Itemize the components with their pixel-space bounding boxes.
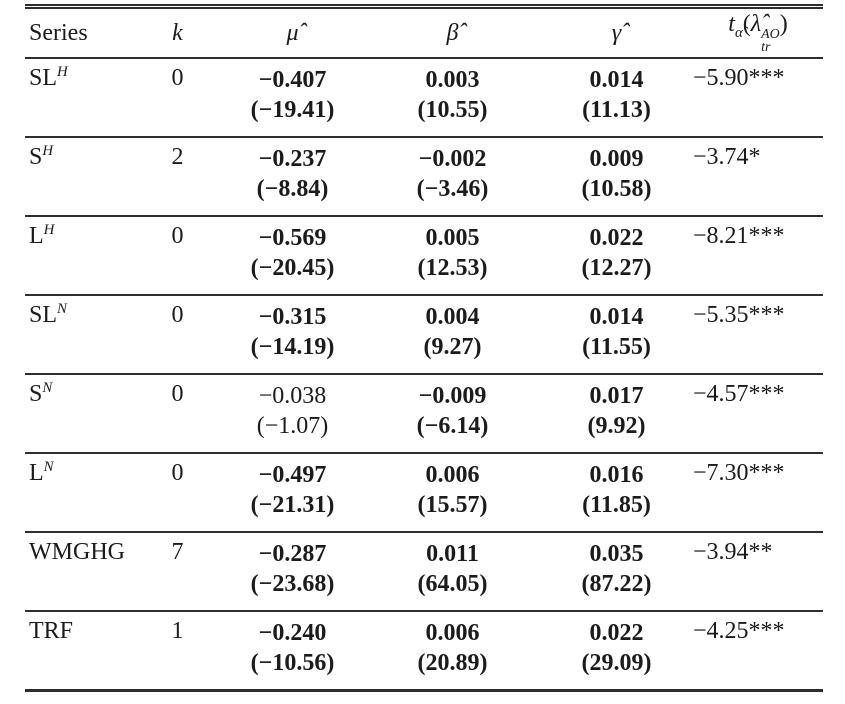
- table-row-sn: SN 0 −0.038 (−1.07) −0.009 (−6.14) 0.017 (9…: [25, 374, 823, 453]
- table-body: SLH 0 −0.407 (−19.41) 0.003 (10.55) 0.014(…: [25, 58, 823, 691]
- beta-cell: 0.005 (12.53): [417, 225, 488, 281]
- k-cell: 0: [171, 302, 184, 328]
- mu-cell: −0.240 (−10.56): [250, 620, 335, 676]
- beta-cell: −0.002 (−3.46): [416, 146, 489, 202]
- series-cell: WMGHG: [29, 539, 125, 565]
- mu-cell: −0.315 (−14.19): [250, 304, 335, 360]
- series-cell: SLH: [29, 64, 68, 91]
- gamma-cell: 0.017 (9.92): [587, 383, 646, 439]
- series-cell: SH: [29, 143, 54, 170]
- table-row-sln: SLN 0 −0.315 (−14.19) 0.004 (9.27) 0.014 (1…: [25, 295, 823, 374]
- t-lambda-cell: −8.21***: [693, 223, 785, 249]
- gamma-cell: 0.035 (87.22): [581, 541, 652, 597]
- table-row-wmghg: WMGHG 7 −0.287 (−23.68) 0.011 (64.05) 0.03…: [25, 532, 823, 611]
- mu-cell: −0.569 (−20.45): [250, 225, 335, 281]
- beta-cell: 0.011 (64.05): [417, 541, 488, 597]
- beta-cell: 0.004 (9.27): [423, 304, 482, 360]
- t-lambda-cell: −7.30***: [693, 460, 785, 486]
- beta-cell: −0.009 (−6.14): [416, 383, 489, 439]
- table-row-lh: LH 0 −0.569 (−20.45) 0.005 (12.53) 0.022 (1…: [25, 216, 823, 295]
- series-cell: LN: [29, 459, 54, 486]
- regression-results-table: Series k μ̂ β̂ γ̂ tα̂(λ̂ AO tr) SLH 0 −0.4…: [25, 4, 823, 692]
- t-lambda-cell: −4.57***: [693, 381, 785, 407]
- col-header-gamma: γ̂: [611, 19, 622, 46]
- table-row-trf: TRF 1 −0.240 (−10.56) 0.006 (20.89) 0.022(…: [25, 611, 823, 691]
- beta-cell: 0.006 (15.57): [417, 462, 488, 518]
- mu-cell: −0.237 (−8.84): [256, 146, 329, 202]
- k-cell: 0: [171, 460, 184, 486]
- col-header-mu: μ̂: [286, 19, 299, 46]
- series-cell: LH: [29, 222, 55, 249]
- k-cell: 2: [171, 144, 184, 170]
- k-cell: 1: [171, 618, 184, 644]
- series-cell: SN: [29, 380, 53, 407]
- table-row-slh: SLH 0 −0.407 (−19.41) 0.003 (10.55) 0.014(…: [25, 58, 823, 137]
- t-lambda-cell: −4.25***: [693, 618, 785, 644]
- header-row: Series k μ̂ β̂ γ̂ tα̂(λ̂ AO tr): [25, 7, 823, 58]
- gamma-cell: 0.022 (12.27): [581, 225, 652, 281]
- col-header-beta: β̂: [446, 19, 459, 46]
- gamma-cell: 0.014 (11.55): [582, 304, 651, 360]
- k-cell: 0: [171, 381, 184, 407]
- t-lambda-cell: −5.90***: [693, 65, 785, 91]
- beta-cell: 0.003 (10.55): [417, 67, 488, 123]
- table-header: Series k μ̂ β̂ γ̂ tα̂(λ̂ AO tr): [25, 7, 823, 58]
- col-header-series: Series: [29, 19, 88, 46]
- mu-cell: −0.497 (−21.31): [250, 462, 335, 518]
- table-row-ln: LN 0 −0.497 (−21.31) 0.006 (15.57) 0.016 (1…: [25, 453, 823, 532]
- k-cell: 0: [171, 65, 184, 91]
- lambda-sup-sub: AO tr: [761, 26, 780, 56]
- mu-cell: −0.287 (−23.68): [250, 541, 335, 597]
- series-cell: SLN: [29, 301, 67, 328]
- t-lambda-cell: −5.35***: [693, 302, 785, 328]
- series-cell: TRF: [29, 618, 74, 644]
- t-lambda-cell: −3.74*: [693, 144, 761, 170]
- col-header-t-stat: tα̂(λ̂ AO tr): [728, 10, 788, 56]
- table-row-sh: SH 2 −0.237 (−8.84) −0.002 (−3.46) 0.009 (1…: [25, 137, 823, 216]
- gamma-cell: 0.014 (11.13): [582, 67, 651, 123]
- mu-cell: −0.407 (−19.41): [250, 67, 335, 123]
- gamma-cell: 0.016 (11.85): [582, 462, 651, 518]
- col-header-k: k: [172, 19, 183, 46]
- k-cell: 7: [171, 539, 184, 565]
- gamma-cell: 0.009 (10.58): [581, 146, 652, 202]
- beta-cell: 0.006 (20.89): [417, 620, 488, 676]
- gamma-cell: 0.022 (29.09): [581, 620, 652, 676]
- mu-cell: −0.038 (−1.07): [256, 383, 329, 439]
- k-cell: 0: [171, 223, 184, 249]
- t-lambda-cell: −3.94**: [693, 539, 773, 565]
